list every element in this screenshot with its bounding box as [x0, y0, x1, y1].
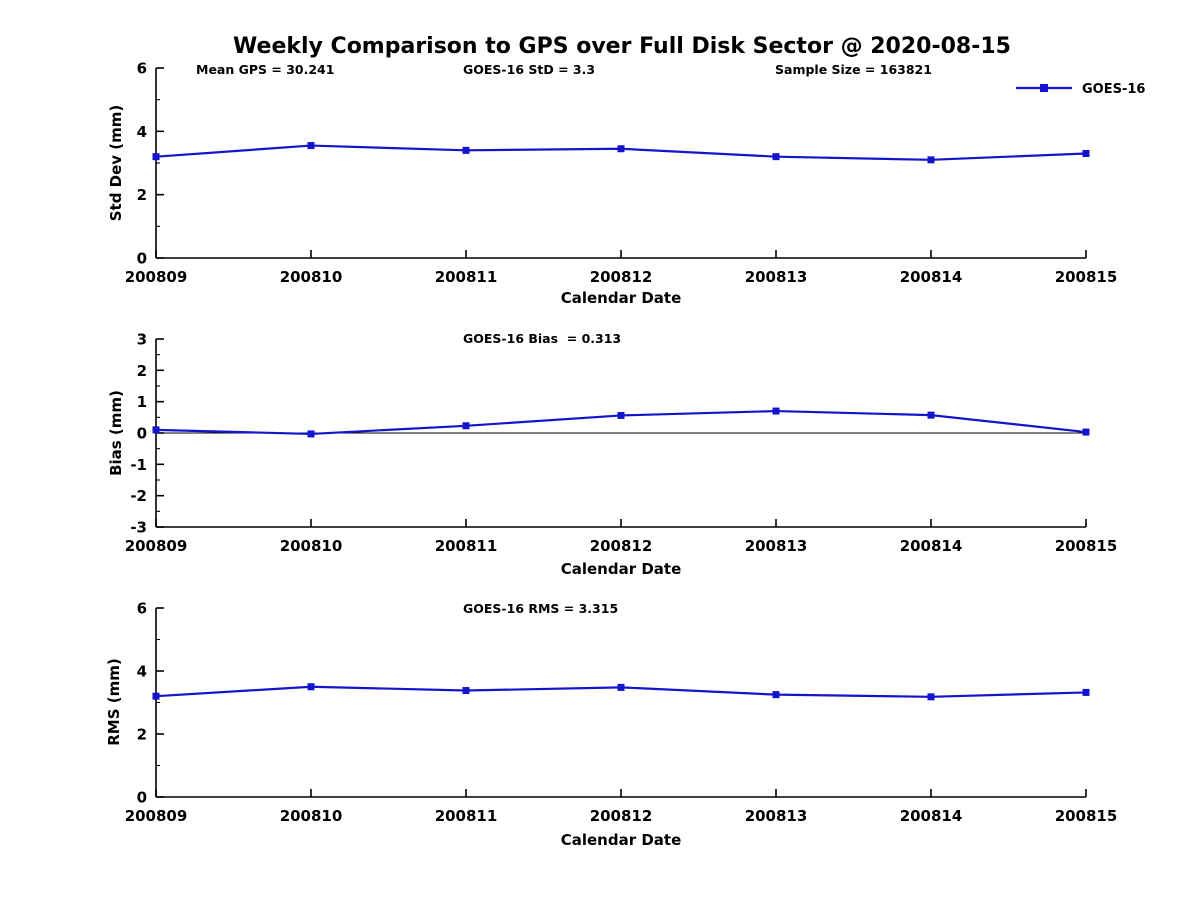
data-point — [307, 430, 315, 438]
data-point — [617, 145, 625, 153]
y-tick-label: 0 — [137, 425, 147, 443]
data-point — [927, 693, 935, 701]
x-tick-label: 200811 — [435, 537, 498, 555]
y-axis-label: RMS (mm) — [105, 658, 123, 745]
x-axis-label: Calendar Date — [561, 831, 682, 849]
data-point — [772, 691, 780, 699]
x-tick-label: 200811 — [435, 268, 498, 286]
chart-title: Weekly Comparison to GPS over Full Disk … — [233, 34, 1011, 59]
data-point — [617, 683, 625, 691]
x-tick-label: 200812 — [590, 537, 653, 555]
y-tick-label: 0 — [137, 250, 147, 268]
data-point — [1082, 688, 1090, 696]
y-tick-label: 1 — [137, 393, 147, 411]
x-tick-label: 200810 — [280, 807, 343, 825]
x-tick-label: 200809 — [125, 268, 188, 286]
y-tick-label: -2 — [130, 487, 147, 505]
x-tick-label: 200812 — [590, 268, 653, 286]
series-layer — [152, 407, 1090, 438]
axes-layer: 0 2 4 6 200809 200810 200811 200812 200813 200814… — [125, 60, 1118, 287]
data-point — [152, 153, 160, 161]
x-tick-label: 200815 — [1055, 537, 1118, 555]
y-tick-label: 2 — [137, 186, 147, 204]
x-tick-label: 200815 — [1055, 807, 1118, 825]
subplot-std-dev: 0 2 4 6 200809 200810 200811 200812 200813 200814… — [107, 60, 1117, 308]
data-point — [307, 683, 315, 691]
y-tick-label: 6 — [137, 600, 147, 618]
y-tick-label: 6 — [137, 60, 147, 78]
y-axis-label: Bias (mm) — [107, 390, 125, 476]
x-tick-label: 200813 — [745, 537, 808, 555]
annotation-std: GOES-16 StD = 3.3 — [463, 62, 595, 77]
legend: GOES-16 — [1016, 82, 1145, 97]
data-point — [772, 407, 780, 415]
x-tick-label: 200813 — [745, 268, 808, 286]
y-tick-label: 0 — [137, 789, 147, 807]
data-point — [152, 692, 160, 700]
x-tick-label: 200811 — [435, 807, 498, 825]
series-layer — [152, 142, 1090, 164]
annotation-mean-gps: Mean GPS = 30.241 — [196, 62, 334, 77]
data-point — [1082, 428, 1090, 436]
annotation-sample-size: Sample Size = 163821 — [775, 62, 932, 77]
x-tick-label: 200813 — [745, 807, 808, 825]
x-axis-label: Calendar Date — [561, 289, 682, 307]
y-tick-label: 4 — [137, 663, 147, 681]
x-axis-label: Calendar Date — [561, 560, 682, 578]
y-tick-label: 2 — [137, 726, 147, 744]
data-point — [617, 411, 625, 419]
x-tick-label: 200815 — [1055, 268, 1118, 286]
x-tick-label: 200809 — [125, 807, 188, 825]
data-point — [462, 146, 470, 154]
x-tick-label: 200812 — [590, 807, 653, 825]
data-point — [462, 422, 470, 430]
axes-layer: 0 2 4 6 200809 200810 200811 200812 200813 200814… — [125, 600, 1118, 826]
series-layer — [152, 683, 1090, 701]
data-point — [462, 687, 470, 695]
annotation-bias: GOES-16 Bias = 0.313 — [463, 331, 621, 346]
data-point — [307, 142, 315, 150]
data-point — [1082, 150, 1090, 157]
x-tick-label: 200810 — [280, 537, 343, 555]
data-point — [772, 153, 780, 161]
data-point — [927, 411, 935, 419]
legend-marker-icon — [1040, 84, 1048, 92]
x-tick-label: 200814 — [900, 537, 963, 555]
data-point — [152, 426, 160, 434]
x-tick-label: 200814 — [900, 268, 963, 286]
x-tick-label: 200814 — [900, 807, 963, 825]
y-tick-label: 4 — [137, 123, 147, 141]
legend-label: GOES-16 — [1082, 82, 1145, 97]
x-tick-label: 200809 — [125, 537, 188, 555]
y-axis-label: Std Dev (mm) — [107, 105, 125, 222]
y-tick-label: -3 — [130, 519, 147, 537]
y-tick-label: 2 — [137, 362, 147, 380]
x-tick-label: 200810 — [280, 268, 343, 286]
annotation-rms: GOES-16 RMS = 3.315 — [463, 601, 618, 616]
y-tick-label: -1 — [130, 456, 147, 474]
y-tick-label: 3 — [137, 331, 147, 349]
data-point — [927, 156, 935, 164]
subplot-rms: 0 2 4 6 200809 200810 200811 200812 200813 200814… — [105, 600, 1117, 850]
